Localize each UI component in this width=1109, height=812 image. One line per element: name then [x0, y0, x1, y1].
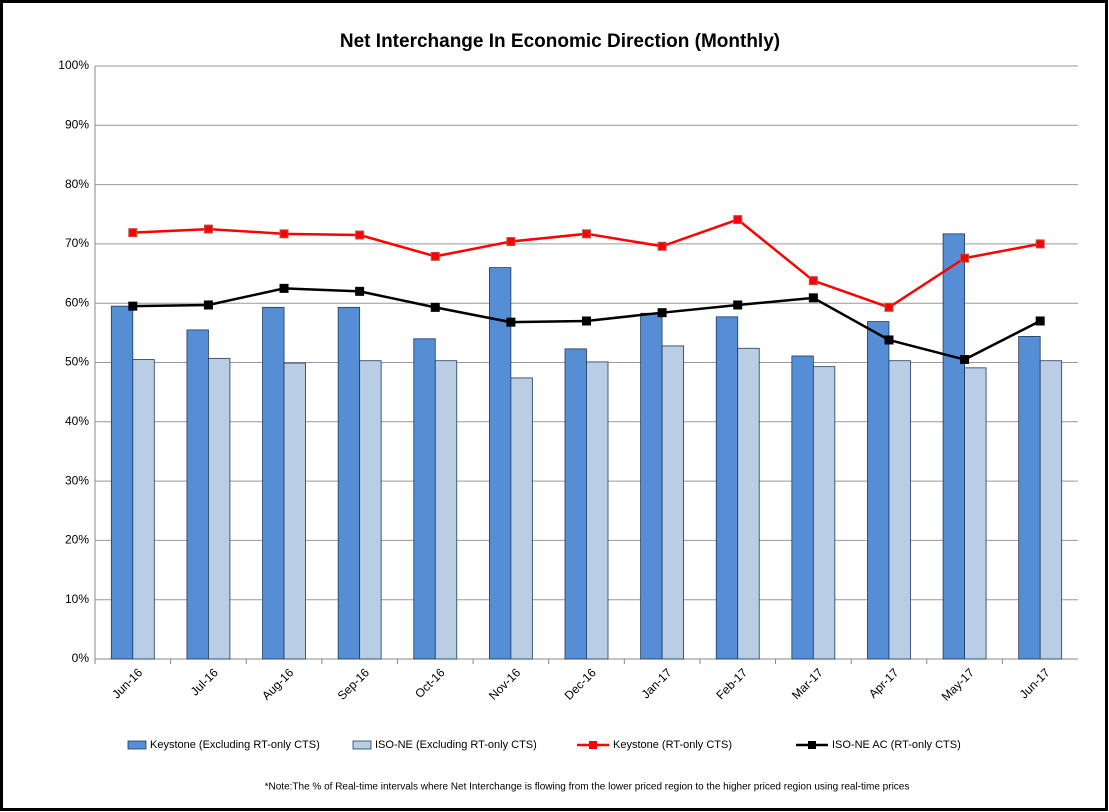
marker: [203, 300, 213, 310]
marker: [960, 253, 970, 263]
bar: [888, 360, 911, 660]
bar: [132, 359, 155, 660]
marker: [506, 317, 516, 327]
legend-swatch: [127, 740, 147, 750]
marker: [355, 286, 365, 296]
marker: [1035, 316, 1045, 326]
marker: [808, 276, 818, 286]
bar: [867, 321, 890, 660]
marker: [128, 228, 138, 238]
bar: [715, 316, 739, 660]
y-tick-label: 50%: [65, 355, 89, 369]
marker: [279, 283, 289, 293]
bar: [510, 377, 533, 660]
legend-label: Keystone (Excluding RT-only CTS): [150, 739, 320, 751]
bar: [964, 367, 987, 660]
y-tick-label: 100%: [58, 58, 89, 72]
bar: [791, 355, 814, 660]
marker: [1035, 239, 1045, 249]
legend-marker: [589, 741, 597, 749]
note: *Note:The % of Real-time intervals where…: [265, 782, 910, 793]
y-tick-label: 80%: [65, 177, 89, 191]
legend-label: ISO-NE AC (RT-only CTS): [832, 739, 961, 751]
marker: [733, 300, 743, 310]
y-tick-label: 90%: [65, 117, 89, 131]
marker: [884, 335, 894, 345]
bar: [283, 362, 306, 660]
marker: [582, 316, 591, 326]
marker: [430, 251, 440, 261]
legend-label: ISO-NE (Excluding RT-only CTS): [375, 739, 537, 751]
bar: [434, 360, 458, 660]
bar: [812, 366, 836, 660]
bar: [262, 306, 285, 660]
marker: [506, 237, 516, 247]
marker: [657, 241, 667, 251]
marker: [808, 293, 818, 303]
marker: [657, 308, 667, 318]
bar: [1039, 360, 1063, 660]
bar: [737, 347, 760, 660]
bar: [564, 348, 587, 660]
legend-marker: [808, 741, 816, 749]
y-tick-label: 30%: [65, 473, 89, 487]
marker: [582, 229, 591, 239]
bar: [186, 329, 209, 660]
marker: [733, 215, 743, 225]
bar: [1018, 336, 1041, 660]
bar: [413, 338, 436, 660]
marker: [430, 302, 440, 312]
bar: [586, 361, 609, 660]
y-tick-label: 40%: [65, 414, 89, 428]
bar: [208, 357, 231, 660]
y-tick-label: 70%: [65, 236, 89, 250]
marker: [203, 224, 213, 234]
bar: [359, 360, 382, 660]
y-tick-label: 10%: [65, 592, 89, 606]
marker: [279, 229, 289, 239]
y-tick-label: 0%: [72, 651, 90, 665]
y-tick-label: 20%: [65, 533, 89, 547]
marker: [355, 230, 365, 240]
bar: [337, 306, 361, 660]
bar: [942, 233, 965, 660]
chart-title: Net Interchange In Economic Direction (M…: [340, 31, 780, 52]
legend-swatch: [352, 740, 372, 750]
bar: [661, 345, 685, 660]
y-tick-label: 60%: [65, 295, 89, 309]
bar: [110, 305, 134, 660]
marker: [884, 302, 894, 312]
bar: [640, 312, 663, 660]
marker: [960, 355, 970, 365]
legend-label: Keystone (RT-only CTS): [613, 739, 732, 751]
marker: [128, 301, 138, 311]
